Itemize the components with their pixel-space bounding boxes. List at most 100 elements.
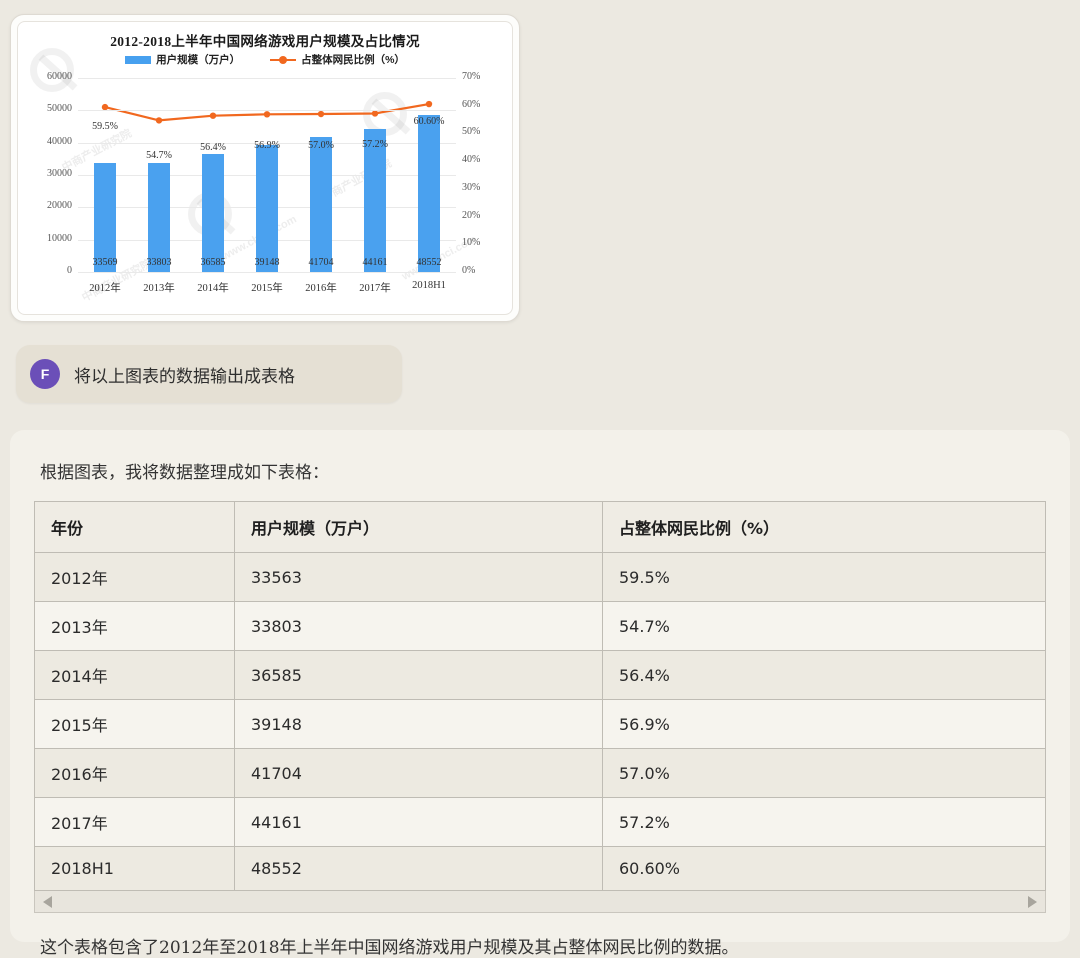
y-axis-right-tick: 60% (462, 98, 481, 110)
chart-legend: 用户规模（万户） 占整体网民比例（%） (18, 52, 512, 67)
chart-card: 中商产业研究院 www.chnci.com 中商产业研究院 www.chnci.… (10, 14, 520, 322)
table-cell: 59.5% (602, 552, 1046, 602)
legend-item-bar: 用户规模（万户） (125, 52, 240, 67)
data-table-wrapper: 年份 用户规模（万户） 占整体网民比例（%） 2012年 33563 59.5% 2013… (34, 501, 1046, 891)
bar-value-label: 33569 (92, 257, 118, 268)
legend-label: 占整体网民比例（%） (301, 54, 405, 66)
y-axis-left-tick: 20000 (47, 200, 72, 212)
y-axis-right-tick: 10% (462, 237, 481, 249)
y-axis-left-tick: 10000 (47, 232, 72, 244)
line-value-label: 57.2% (362, 139, 388, 151)
table-cell: 36585 (234, 650, 603, 700)
chart-gridline (78, 110, 456, 112)
line-data-point (317, 110, 325, 118)
chart-bar (256, 145, 278, 272)
table-header-row: 年份 用户规模（万户） 占整体网民比例（%） (34, 501, 1046, 553)
answer-footer-text: 这个表格包含了2012年至2018年上半年中国网络游戏用户规模及其占整体网民比例… (40, 938, 739, 958)
y-axis-right-tick: 50% (462, 126, 481, 138)
table-cell: 57.2% (602, 797, 1046, 847)
scroll-right-arrow-icon[interactable] (1028, 895, 1037, 908)
table-head: 年份 用户规模（万户） 占整体网民比例（%） (34, 501, 1046, 553)
answer-intro-text: 根据图表，我将数据整理成如下表格： (40, 463, 329, 483)
table-body: 2012年 33563 59.5% 2013年 33803 54.7% 2014年 36585… (34, 552, 1046, 891)
table-cell: 57.0% (602, 748, 1046, 798)
table-cell: 2018H1 (34, 846, 235, 891)
line-value-label: 56.9% (254, 140, 280, 152)
y-axis-right-tick: 70% (462, 71, 481, 82)
x-axis-tick-label: 2015年 (251, 283, 283, 294)
table-cell: 2012年 (34, 552, 235, 602)
y-axis-right-tick: 0% (462, 265, 476, 276)
line-value-label: 56.4% (200, 141, 226, 153)
table-cell: 2014年 (34, 650, 235, 700)
y-axis-right-tick: 20% (462, 209, 481, 221)
table-horizontal-scrollbar[interactable] (34, 891, 1046, 913)
table-row: 2013年 33803 54.7% (34, 601, 1046, 651)
x-axis-tick-label: 2017年 (359, 283, 391, 294)
table-row: 2012年 33563 59.5% (34, 552, 1046, 602)
line-value-label: 59.5% (92, 121, 118, 133)
bar-value-label: 44161 (362, 257, 388, 268)
data-table: 年份 用户规模（万户） 占整体网民比例（%） 2012年 33563 59.5% 2013… (34, 501, 1046, 891)
table-cell: 56.9% (602, 699, 1046, 749)
table-cell: 2015年 (34, 699, 235, 749)
table-cell: 41704 (234, 748, 603, 798)
y-axis-right-tick: 30% (462, 181, 481, 193)
table-cell: 2016年 (34, 748, 235, 798)
line-data-point (155, 117, 163, 124)
table-cell: 39148 (234, 699, 603, 749)
y-axis-right-tick: 40% (462, 154, 481, 166)
bar-value-label: 41704 (308, 257, 334, 268)
table-row: 2017年 44161 57.2% (34, 797, 1046, 847)
x-axis-tick-label: 2016年 (305, 283, 337, 294)
table-column-header: 年份 (34, 501, 235, 553)
avatar: F (30, 359, 60, 389)
table-row: 2018H1 48552 60.60% (34, 846, 1046, 891)
chart-bar (202, 153, 224, 272)
table-cell: 54.7% (602, 601, 1046, 651)
x-axis-tick-label: 2018H1 (412, 280, 446, 291)
user-message-bubble: F 将以上图表的数据输出成表格 (16, 345, 402, 403)
scroll-left-arrow-icon[interactable] (43, 895, 52, 908)
bar-value-label: 36585 (200, 257, 226, 268)
table-cell: 2013年 (34, 601, 235, 651)
chart-title: 2012-2018上半年中国网络游戏用户规模及占比情况 (110, 34, 420, 49)
line-data-point (263, 111, 271, 118)
line-data-point (371, 110, 379, 117)
line-value-label: 54.7% (146, 150, 172, 162)
chart-bar (94, 163, 116, 272)
legend-item-line: 占整体网民比例（%） (270, 52, 405, 67)
assistant-answer-card: 根据图表，我将数据整理成如下表格： 年份 用户规模（万户） 占整体网民比例（%） 2… (10, 430, 1070, 958)
y-axis-left-tick: 40000 (47, 135, 72, 147)
bar-value-label: 33803 (146, 257, 172, 268)
y-axis-left-tick: 50000 (47, 103, 72, 115)
chart-bar (364, 129, 386, 272)
table-cell: 56.4% (602, 650, 1046, 700)
table-cell: 60.60% (602, 846, 1046, 891)
y-axis-left-tick: 0 (67, 265, 72, 276)
x-axis-tick-label: 2014年 (197, 283, 229, 294)
bar-value-label: 39148 (254, 257, 280, 268)
table-column-header: 占整体网民比例（%） (602, 501, 1046, 553)
table-row: 2016年 41704 57.0% (34, 748, 1046, 798)
line-data-point (425, 100, 433, 108)
x-axis-tick-label: 2013年 (143, 283, 175, 294)
chart-canvas: 中商产业研究院 www.chnci.com 中商产业研究院 www.chnci.… (17, 21, 513, 315)
chart-bar (418, 115, 440, 272)
table-cell: 33803 (234, 601, 603, 651)
line-value-label: 60.60% (413, 116, 445, 128)
table-cell: 2017年 (34, 797, 235, 847)
x-axis-tick-label: 2012年 (89, 283, 121, 294)
chart-gridline (78, 78, 456, 79)
table-cell: 48552 (234, 846, 603, 891)
user-message-text: 将以上图表的数据输出成表格 (74, 366, 295, 387)
y-axis-left-tick: 30000 (47, 168, 72, 179)
table-column-header: 用户规模（万户） (234, 501, 603, 553)
table-cell: 44161 (234, 797, 603, 847)
legend-line-swatch-icon (270, 55, 297, 64)
line-data-point (101, 103, 109, 111)
chart-bar (310, 137, 332, 272)
bar-value-label: 48552 (416, 257, 442, 268)
legend-bar-swatch-icon (125, 55, 152, 64)
percent-line-series (101, 100, 433, 124)
